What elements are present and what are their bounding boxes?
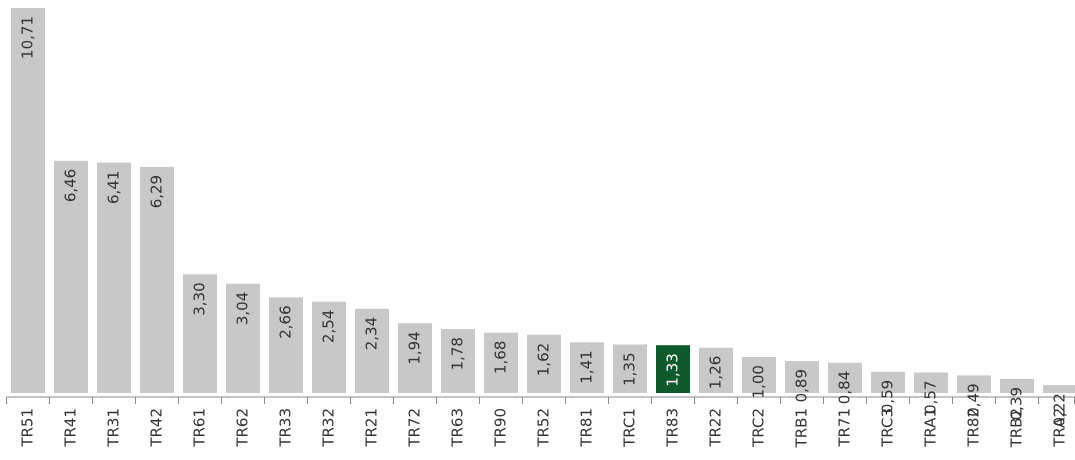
value-label: 1,94 (406, 331, 424, 364)
bar (269, 297, 303, 393)
value-label: 10,71 (19, 16, 37, 59)
value-label: 1,41 (578, 350, 596, 383)
bar (183, 274, 217, 393)
value-label: 0,84 (836, 371, 854, 404)
x-tick-label: TRB2 (1008, 408, 1026, 448)
x-tick-label: TR82 (965, 408, 983, 448)
bar (785, 361, 819, 393)
bar (570, 342, 604, 393)
x-tick-label: TR61 (191, 408, 209, 448)
x-tick-label: TR63 (449, 408, 467, 448)
bar (613, 344, 647, 393)
x-tick-label: TR51 (19, 408, 37, 448)
x-tick-label: TR62 (234, 408, 252, 448)
bar (140, 166, 174, 393)
x-tick-label: TR90 (492, 408, 510, 448)
value-label: 2,34 (363, 317, 381, 350)
bar (699, 347, 733, 393)
bar (97, 162, 131, 393)
x-tick-label: TRC3 (879, 408, 897, 448)
x-tick-label: TR32 (320, 408, 338, 448)
bar (1043, 385, 1075, 393)
bar (441, 329, 475, 393)
x-tick-label: TRC2 (750, 408, 768, 448)
bar (656, 345, 690, 393)
value-label: 1,00 (750, 365, 768, 398)
bar (527, 334, 561, 393)
bar (54, 160, 88, 393)
value-label: 0,49 (965, 383, 983, 416)
value-label: 2,66 (277, 305, 295, 338)
bar (312, 301, 346, 393)
x-tick-label: TR83 (664, 408, 682, 448)
bar (11, 8, 45, 393)
x-tick-label: TR52 (535, 408, 553, 448)
bar (742, 357, 776, 393)
value-label: 3,30 (191, 282, 209, 315)
value-label: 6,41 (105, 171, 123, 204)
x-tick-label: TR42 (148, 408, 166, 448)
value-label: 0,39 (1008, 387, 1026, 420)
value-label: 1,26 (707, 356, 725, 389)
bar (398, 323, 432, 393)
bar (871, 371, 905, 393)
value-label: 1,35 (621, 352, 639, 385)
value-label: 0,57 (922, 381, 940, 414)
value-label: 0,59 (879, 380, 897, 413)
bar (1000, 378, 1034, 393)
x-tick-label: TRB1 (793, 408, 811, 448)
x-tick-label: TR71 (836, 408, 854, 448)
value-label: 1,68 (492, 341, 510, 374)
x-tick-label: TR22 (707, 408, 725, 448)
bar (828, 362, 862, 393)
value-label: 0,22 (1051, 393, 1069, 426)
x-tick-label: TR31 (105, 408, 123, 448)
bar (226, 283, 260, 393)
x-tick-label: TR33 (277, 408, 295, 448)
value-label: 2,54 (320, 310, 338, 343)
bar (355, 308, 389, 393)
x-tick-label: TRC1 (621, 408, 639, 448)
bar (914, 372, 948, 393)
value-label: 1,33 (664, 353, 682, 386)
value-label: 1,62 (535, 343, 553, 376)
x-tick-label: TRA2 (1051, 408, 1069, 448)
value-label: 6,46 (62, 169, 80, 202)
value-label: 0,89 (793, 369, 811, 402)
value-label: 6,29 (148, 175, 166, 208)
bar (484, 332, 518, 393)
value-label: 1,78 (449, 337, 467, 370)
x-tick-label: TR72 (406, 408, 424, 448)
x-tick-label: TRA1 (922, 408, 940, 448)
bar (957, 375, 991, 393)
x-tick-label: TR41 (62, 408, 80, 448)
x-tick-label: TR81 (578, 408, 596, 448)
x-tick-label: TR21 (363, 408, 381, 448)
value-label: 3,04 (234, 292, 252, 325)
